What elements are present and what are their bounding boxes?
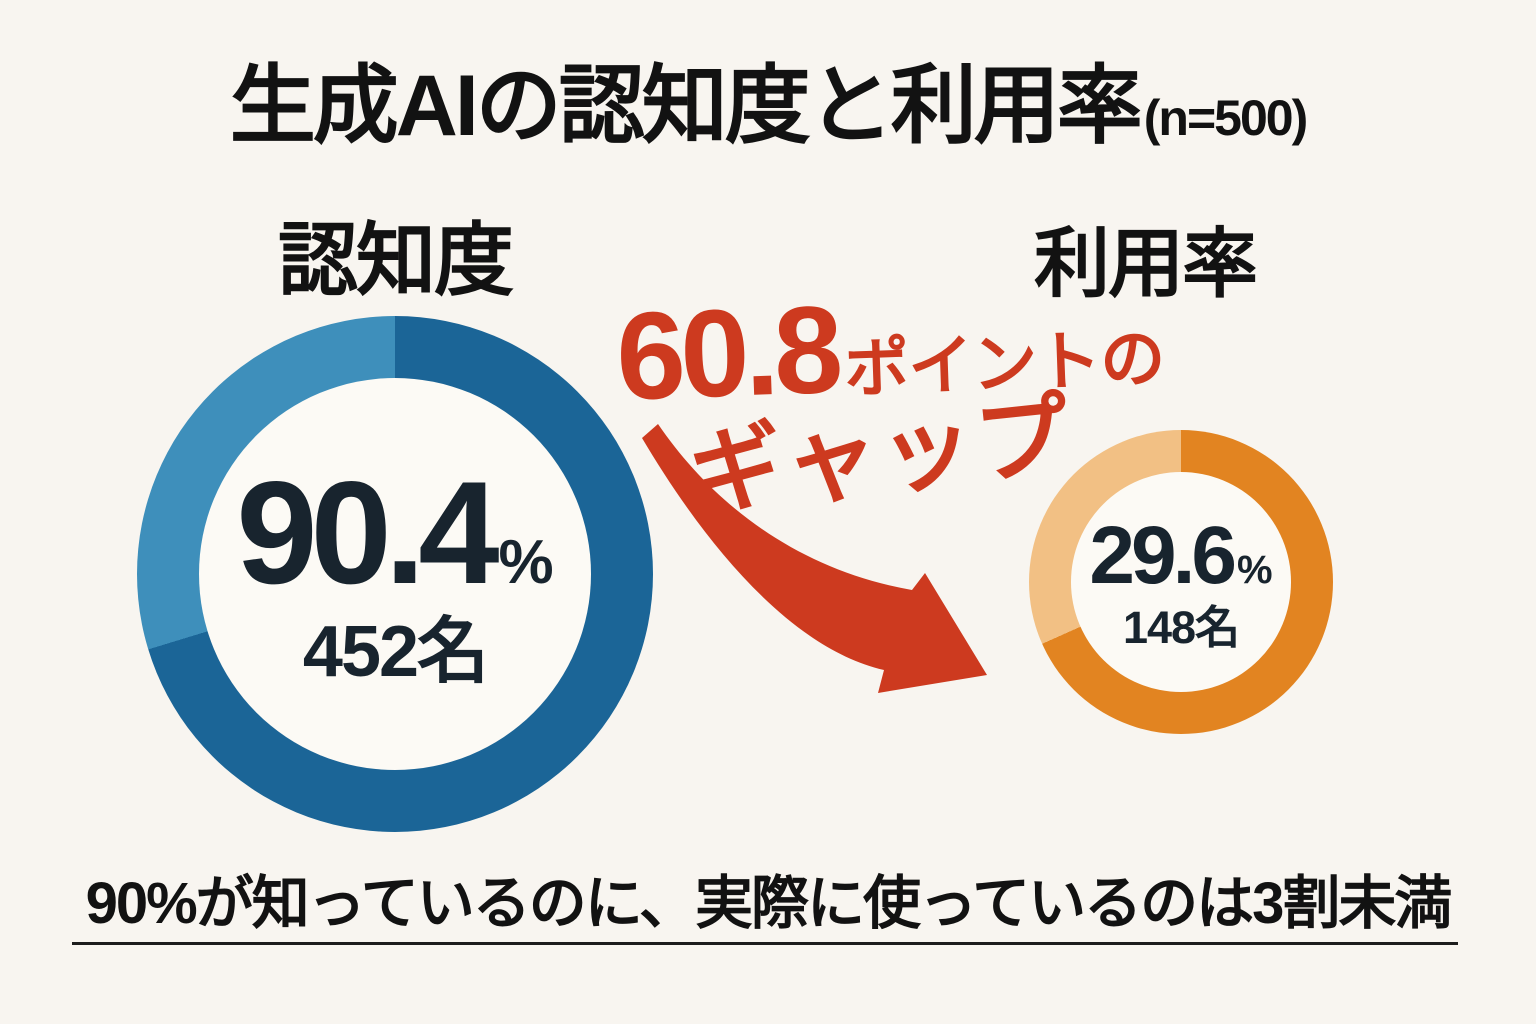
usage-column-label: 利用率 — [1034, 222, 1258, 307]
usage-value-row: 29.6 % — [1089, 509, 1273, 601]
awareness-percent-sign: % — [498, 528, 554, 597]
page-title: 生成AIの認知度と利用率(n=500) — [0, 58, 1536, 154]
gap-points-value: 60.8 — [614, 280, 841, 427]
page-title-text: 生成AIの認知度と利用率 — [229, 58, 1143, 154]
usage-donut-chart: 29.6 % 148名 — [1029, 430, 1333, 734]
footer-takeaway-text: 90%が知っているのに、実際に使っているのは3割未満 — [85, 871, 1453, 936]
awareness-percent-value: 90.4 — [236, 451, 499, 614]
gap-arrow-icon — [642, 424, 987, 693]
awareness-donut-center: 90.4 % 452名 — [199, 378, 591, 770]
awareness-column-label: 認知度 — [278, 216, 514, 305]
awareness-count-label: 452名 — [302, 612, 489, 692]
awareness-donut-chart: 90.4 % 452名 — [137, 316, 653, 832]
usage-count-label: 148名 — [1122, 601, 1240, 653]
usage-donut-center: 29.6 % 148名 — [1071, 472, 1291, 692]
awareness-value-row: 90.4 % — [236, 460, 553, 606]
usage-percent-sign: % — [1237, 547, 1273, 592]
footer-divider-line — [72, 942, 1458, 945]
sample-size-label: (n=500) — [1143, 90, 1308, 146]
usage-percent-value: 29.6 — [1089, 509, 1237, 601]
